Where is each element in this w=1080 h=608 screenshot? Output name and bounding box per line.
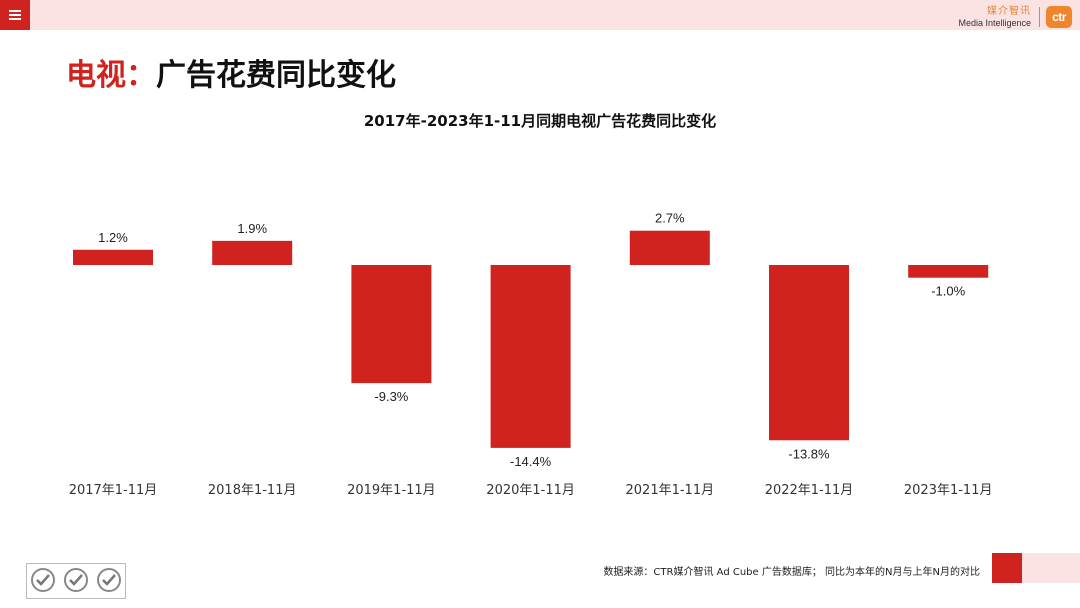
data-label: -14.4% [510,454,552,469]
category-label: 2019年1-11月 [347,483,436,498]
bar-2023年1-11月 [908,265,989,278]
data-label: -1.0% [931,284,965,299]
menu-button[interactable] [0,0,30,30]
logo-en-text: Media Intelligence [958,17,1031,28]
hamburger-icon [9,10,21,20]
bar-2021年1-11月 [629,230,710,265]
category-label: 2022年1-11月 [765,483,854,498]
category-label: 2018年1-11月 [208,483,297,498]
chart-title: 2017年-2023年1-11月同期电视广告花费同比变化 [363,112,717,130]
category-label: 2020年1-11月 [486,483,575,498]
certification-badges [26,563,126,599]
footer-pink-block [1022,553,1080,583]
sgs-badge-icon [31,568,56,592]
data-label: -9.3% [374,389,408,404]
bar-2017年1-11月 [73,249,153,265]
logo-cn-text: 媒介智讯 [987,5,1031,17]
bar-2020年1-11月 [490,265,571,448]
data-label: 1.2% [98,230,128,245]
page-title-main: 广告花费同比变化 [156,58,396,93]
data-label: 1.9% [237,221,267,236]
page-title: 电视：广告花费同比变化 [66,50,396,94]
footer-red-block [992,553,1022,583]
top-bar: 媒介智讯 Media Intelligence ctr [0,0,1080,30]
bar-2022年1-11月 [769,265,849,441]
ctr-logo-mark: ctr [1046,6,1072,28]
data-label: 2.7% [655,211,685,226]
bar-2019年1-11月 [351,265,432,384]
sgs-badge-icon [63,568,88,592]
category-label: 2017年1-11月 [69,483,158,498]
logo-divider [1039,7,1040,27]
category-label: 2021年1-11月 [626,483,715,498]
sgs-badge-icon [96,568,121,592]
page-title-accent: 电视： [66,58,156,93]
ctr-logo: 媒介智讯 Media Intelligence ctr [958,4,1072,30]
bar-2018年1-11月 [212,240,293,265]
data-label: -13.8% [788,446,830,461]
category-label: 2023年1-11月 [904,483,993,498]
source-note: 数据来源：CTR媒介智讯 Ad Cube 广告数据库； 同比为本年的N月与上年N… [603,567,980,578]
